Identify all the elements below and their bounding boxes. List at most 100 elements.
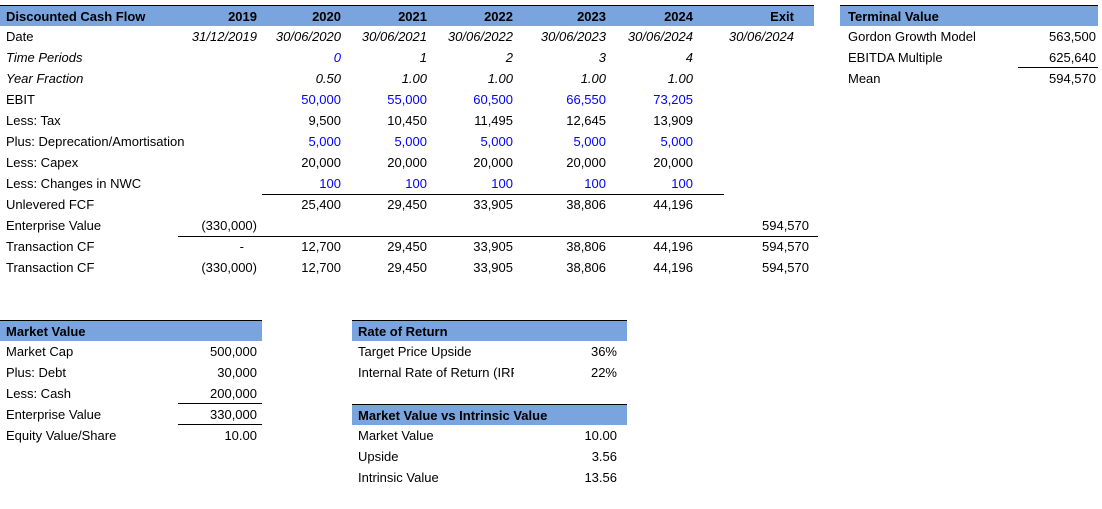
- cell[interactable]: [698, 152, 814, 173]
- cell[interactable]: 625,640: [1018, 47, 1098, 68]
- cell[interactable]: 20,000: [653, 155, 693, 170]
- cell[interactable]: 31/12/2019: [191, 29, 257, 44]
- row-label[interactable]: Market Cap: [6, 344, 74, 359]
- cell[interactable]: 38,806: [566, 239, 606, 254]
- cell[interactable]: 100: [671, 176, 693, 191]
- cell[interactable]: 29,450: [387, 197, 427, 212]
- col-header-2023[interactable]: 2023: [577, 9, 606, 24]
- cell[interactable]: 10.00: [584, 428, 617, 443]
- cell[interactable]: 29,450: [387, 260, 427, 275]
- cell[interactable]: 30/06/2024: [728, 29, 794, 44]
- cell[interactable]: 20,000: [566, 155, 606, 170]
- dcf-title[interactable]: Discounted Cash Flow: [6, 9, 146, 24]
- cell[interactable]: [518, 215, 611, 236]
- cell[interactable]: 25,400: [301, 197, 341, 212]
- cell[interactable]: [698, 173, 814, 194]
- cell[interactable]: [262, 215, 346, 236]
- row-label[interactable]: EBIT: [6, 92, 35, 107]
- row-label[interactable]: Upside: [358, 449, 399, 464]
- cell[interactable]: 1.00: [667, 71, 693, 86]
- cell[interactable]: 100: [491, 176, 513, 191]
- cell[interactable]: 563,500: [1049, 29, 1096, 44]
- row-label[interactable]: Target Price Upside: [358, 344, 472, 359]
- row-label[interactable]: Less: Cash: [6, 386, 72, 401]
- cell[interactable]: [178, 47, 262, 68]
- cell[interactable]: 22%: [590, 365, 617, 380]
- cell[interactable]: 60,500: [473, 92, 513, 107]
- cell[interactable]: 33,905: [473, 239, 513, 254]
- rate-of-return-title[interactable]: Rate of Return: [352, 320, 627, 341]
- cell[interactable]: 55,000: [387, 92, 427, 107]
- col-header-2020[interactable]: 2020: [312, 9, 341, 24]
- cell[interactable]: 5,000: [308, 134, 341, 149]
- cell[interactable]: [698, 131, 814, 152]
- cell[interactable]: 5,000: [394, 134, 427, 149]
- row-label[interactable]: Plus: Deprecation/Amortisation: [6, 134, 185, 149]
- cell[interactable]: 44,196: [653, 239, 693, 254]
- cell[interactable]: 20,000: [387, 155, 427, 170]
- cell[interactable]: 20,000: [301, 155, 341, 170]
- row-label[interactable]: Market Value: [358, 428, 434, 443]
- row-label[interactable]: Year Fraction: [6, 71, 84, 86]
- cell[interactable]: [432, 215, 518, 236]
- row-label[interactable]: Gordon Growth Model: [848, 29, 976, 44]
- cell[interactable]: 13,909: [653, 113, 693, 128]
- market-vs-intrinsic-title[interactable]: Market Value vs Intrinsic Value: [352, 404, 627, 425]
- row-label[interactable]: Transaction CF: [6, 260, 95, 275]
- row-label[interactable]: Less: Changes in NWC: [6, 176, 142, 191]
- cell[interactable]: [178, 131, 262, 152]
- cell[interactable]: 30/06/2021: [361, 29, 427, 44]
- cell[interactable]: 50,000: [301, 92, 341, 107]
- cell[interactable]: 33,905: [473, 197, 513, 212]
- cell[interactable]: 0.50: [315, 71, 341, 86]
- row-label[interactable]: EBITDA Multiple: [848, 50, 943, 65]
- cell[interactable]: [178, 173, 262, 194]
- col-header-2021[interactable]: 2021: [398, 9, 427, 24]
- cell[interactable]: 594,570: [762, 218, 809, 233]
- row-label[interactable]: Plus: Debt: [6, 365, 66, 380]
- row-label[interactable]: Equity Value/Share: [6, 428, 117, 443]
- cell[interactable]: 12,700: [301, 260, 341, 275]
- cell[interactable]: [178, 194, 262, 215]
- cell[interactable]: 30/06/2020: [275, 29, 341, 44]
- cell[interactable]: 3.56: [591, 449, 617, 464]
- cell[interactable]: [178, 110, 262, 131]
- row-label[interactable]: Less: Capex: [6, 155, 79, 170]
- cell[interactable]: 500,000: [210, 344, 257, 359]
- cell[interactable]: 12,645: [566, 113, 606, 128]
- col-header-exit[interactable]: Exit: [770, 9, 794, 24]
- market-value-title[interactable]: Market Value: [0, 320, 262, 341]
- cell[interactable]: 30/06/2024: [627, 29, 693, 44]
- cell[interactable]: 1.00: [580, 71, 606, 86]
- cell[interactable]: [178, 152, 262, 173]
- cell[interactable]: 30/06/2023: [540, 29, 606, 44]
- cell[interactable]: 2: [505, 50, 513, 65]
- cell[interactable]: 29,450: [387, 239, 427, 254]
- cell[interactable]: 13.56: [584, 470, 617, 485]
- cell[interactable]: 10.00: [224, 428, 257, 443]
- cell[interactable]: [698, 89, 814, 110]
- row-label[interactable]: Internal Rate of Return (IRR: [358, 365, 514, 380]
- cell[interactable]: 1.00: [487, 71, 513, 86]
- row-label[interactable]: Time Periods: [6, 50, 83, 65]
- cell[interactable]: 12,700: [301, 239, 341, 254]
- cell[interactable]: 10,450: [387, 113, 427, 128]
- cell[interactable]: 5,000: [573, 134, 606, 149]
- cell[interactable]: 66,550: [566, 92, 606, 107]
- cell[interactable]: 200,000: [178, 383, 262, 404]
- col-header-2019[interactable]: 2019: [228, 9, 257, 24]
- cell[interactable]: [346, 215, 432, 236]
- cell[interactable]: (330,000): [201, 260, 257, 275]
- cell[interactable]: 1: [419, 50, 427, 65]
- cell[interactable]: 100: [405, 176, 427, 191]
- cell[interactable]: [698, 47, 814, 68]
- row-label[interactable]: Mean: [848, 71, 881, 86]
- cell[interactable]: [178, 68, 262, 89]
- cell[interactable]: [698, 194, 814, 215]
- cell[interactable]: 4: [685, 50, 693, 65]
- cell[interactable]: 5,000: [660, 134, 693, 149]
- cell[interactable]: 33,905: [473, 260, 513, 275]
- row-label[interactable]: Transaction CF: [6, 239, 95, 254]
- row-label[interactable]: Enterprise Value: [6, 407, 102, 422]
- row-label[interactable]: Less: Tax: [6, 113, 61, 128]
